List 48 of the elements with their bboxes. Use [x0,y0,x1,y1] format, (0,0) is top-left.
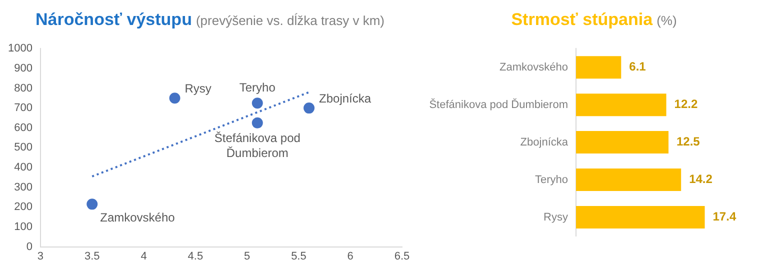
annotation: Zamkovského [100,210,176,224]
point [252,117,263,128]
x-tick-label: 6 [347,250,354,262]
data-label: 17.4 [712,210,736,224]
y-tick-label: Zamkovského [500,61,568,74]
y-tick-label: Štefánikova pod Ďumbierom [429,98,568,111]
annotation: Štefánikova pod Ďumbierom [214,131,300,160]
bar [576,206,705,229]
y-tick-label: 900 [14,62,32,74]
y-tick-label: 100 [14,221,32,234]
y-tick-label: 700 [14,102,32,114]
x-tick-label: 4.5 [188,250,204,262]
y-tick-label: 1000 [8,42,32,55]
bar [576,131,668,154]
y-tick-label: 0 [26,240,32,253]
point [304,102,315,114]
x-tick-label: 3.5 [84,250,100,262]
annotation: Rysy [184,81,212,96]
y-tick-label: 400 [14,162,32,174]
point [169,92,180,104]
x-tick-label: 6.5 [394,250,410,262]
chart-title: Náročnosť výstupu [36,10,192,29]
chart-subtitle: (%) [656,13,677,28]
y-tick-label: 800 [14,82,32,94]
data-label: 12.5 [676,134,700,149]
y-tick-label: Rysy [544,211,568,224]
y-tick-label: 600 [14,122,32,134]
data-label: 6.1 [629,60,646,74]
x-tick-label: 5.5 [291,250,306,262]
chart-title: Strmosť stúpania [511,10,653,29]
data-label: 12.2 [674,97,698,112]
y-tick-label: Teryho [534,174,568,186]
point [252,98,263,109]
data-label: 14.2 [689,172,713,186]
x-tick-label: 4 [140,250,147,262]
chart-subtitle: (prevýšenie vs. dĺžka trasy v km) [196,13,384,28]
x-tick-label: 5 [244,250,250,262]
x-tick-label: 3 [37,250,44,262]
bar [576,94,666,116]
point [86,198,98,210]
y-tick-label: 300 [14,181,32,194]
y-tick-label: 200 [14,201,32,214]
annotation: Teryho [239,80,276,94]
bar [576,56,622,79]
y-tick-label: Zbojnícka [520,136,569,148]
bar [576,168,682,192]
y-tick-label: 500 [14,142,32,154]
annotation: Zbojnícka [319,91,372,106]
